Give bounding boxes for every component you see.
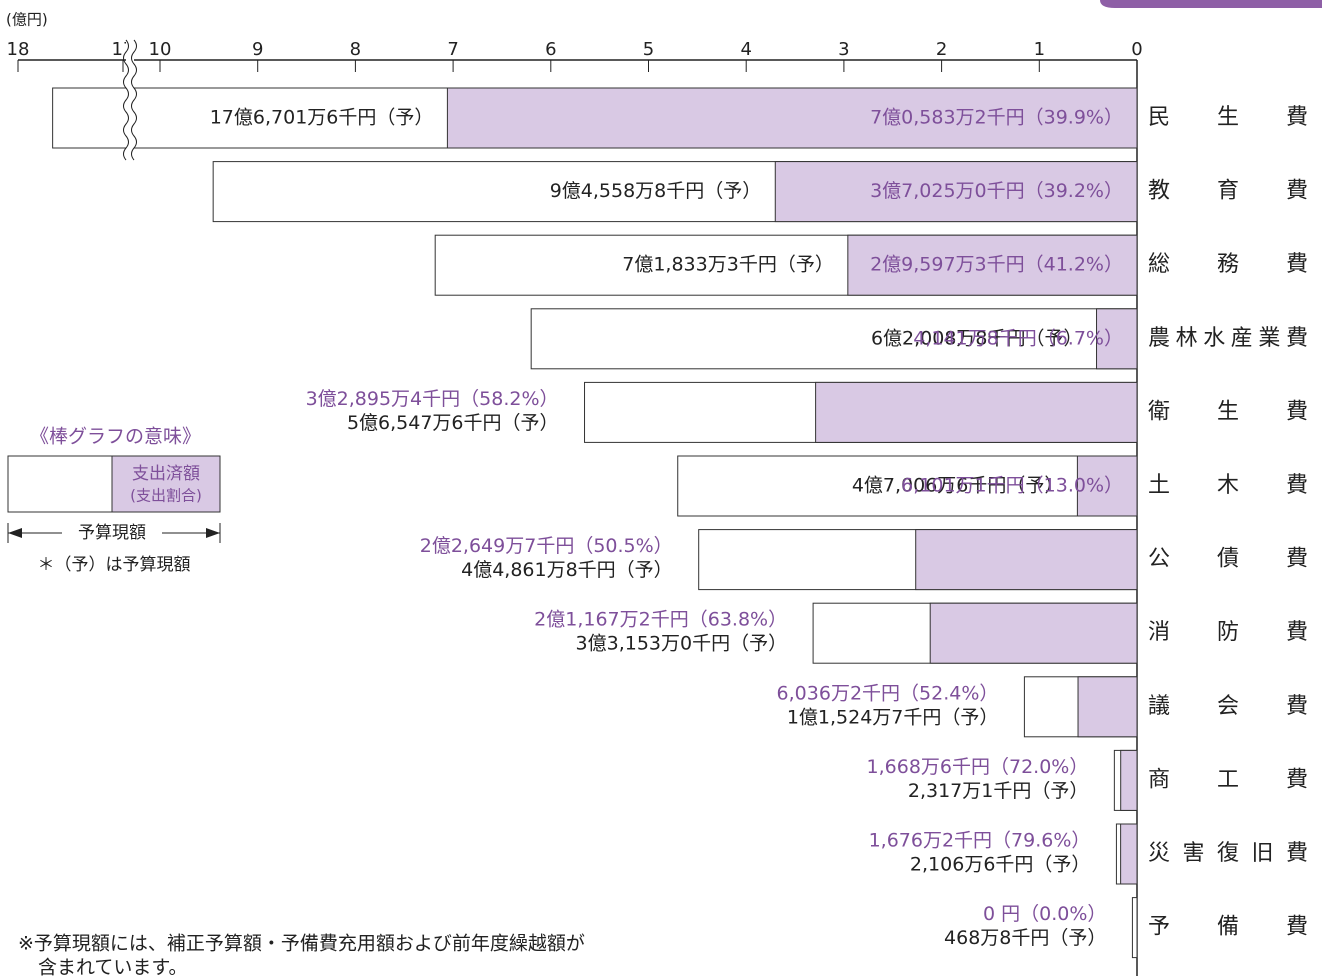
spent-label: 3億7,025万0千円（39.2%） xyxy=(870,180,1123,202)
note: 含まれています。 xyxy=(38,957,188,977)
spent-label: 7億0,583万2千円（39.9%） xyxy=(870,107,1123,129)
legend-budget-box xyxy=(8,456,112,512)
spent-label: 6,036万2千円（52.4%） xyxy=(777,682,999,704)
spent-bar xyxy=(1121,824,1137,884)
category-label: 衛生費 xyxy=(1148,399,1308,424)
budget-label: 5億6,547万6千円（予） xyxy=(347,412,559,434)
budget-label: 1億1,524万7千円（予） xyxy=(787,706,999,728)
x-tick-label: 18 xyxy=(7,39,30,60)
legend-footnote: ＊（予）は予算現額 xyxy=(38,555,191,575)
spent-bar xyxy=(1121,750,1137,810)
budget-label: 4億4,861万8千円（予） xyxy=(461,559,673,581)
budget-label: 2,317万1千円（予） xyxy=(908,780,1088,802)
spent-label: 6,101万1千円（13.0%） xyxy=(901,475,1123,497)
x-tick-label: 10 xyxy=(149,39,172,60)
legend-ratio: (支出割合) xyxy=(130,487,202,505)
x-tick-label: 5 xyxy=(643,39,654,60)
x-tick-label: 6 xyxy=(545,39,556,60)
break-gap xyxy=(126,40,134,160)
spent-label: 2億9,597万3千円（41.2%） xyxy=(870,254,1123,276)
spent-bar xyxy=(1078,677,1137,737)
x-tick-label: 2 xyxy=(936,39,947,60)
category-label: 農林水産業費 xyxy=(1148,326,1308,351)
x-tick-label: 7 xyxy=(447,39,458,60)
category-label: 議会費 xyxy=(1148,694,1308,719)
note: ※予算現額には、補正予算額・予備費充用額および前年度繰越額が xyxy=(18,933,585,955)
budget-label: 9億4,558万8千円（予） xyxy=(550,180,762,202)
category-label: 商工費 xyxy=(1148,767,1308,792)
category-label: 予備費 xyxy=(1148,915,1308,940)
spent-label: 0 円（0.0%） xyxy=(983,903,1106,925)
legend-title: 《棒グラフの意味》 xyxy=(30,426,201,448)
spent-bar xyxy=(916,530,1137,590)
budget-label: 2,106万6千円（予） xyxy=(910,854,1090,876)
x-tick-label: 0 xyxy=(1131,39,1142,60)
budget-label: 17億6,701万6千円（予） xyxy=(210,107,434,129)
x-tick-label: 1 xyxy=(1034,39,1045,60)
category-label: 民生費 xyxy=(1148,105,1308,130)
legend-spent: 支出済額 xyxy=(132,464,200,484)
spent-bar xyxy=(816,382,1137,442)
category-label: 総務費 xyxy=(1148,252,1308,277)
spent-label: 2億2,649万7千円（50.5%） xyxy=(420,535,673,557)
x-tick-label: 9 xyxy=(252,39,263,60)
corner-tab xyxy=(1100,0,1322,8)
category-label: 災害復旧費 xyxy=(1148,841,1308,866)
budget-label: 7億1,833万3千円（予） xyxy=(622,254,834,276)
legend-budget: 予算現額 xyxy=(78,523,146,543)
spent-label: 2億1,167万2千円（63.8%） xyxy=(534,609,787,631)
budget-label: 468万8千円（予） xyxy=(944,927,1106,949)
category-label: 公債費 xyxy=(1148,547,1308,572)
category-label: 教育費 xyxy=(1148,179,1308,204)
budget-label: 3億3,153万0千円（予） xyxy=(576,633,788,655)
page: (億円) 《棒グラフの意味》 支出済額 (支出割合) 予算現額 ＊（予）は予算現… xyxy=(0,0,1322,980)
spent-label: 4,141万8千円（6.7%） xyxy=(913,327,1123,349)
x-tick-label: 3 xyxy=(838,39,849,60)
axis-unit: (億円) xyxy=(6,11,48,29)
x-tick-label: 8 xyxy=(350,39,361,60)
spent-bar xyxy=(930,603,1137,663)
chart: (億円) 《棒グラフの意味》 支出済額 (支出割合) 予算現額 ＊（予）は予算現… xyxy=(0,0,1322,976)
category-label: 土木費 xyxy=(1148,473,1308,498)
x-tick-label: 4 xyxy=(740,39,751,60)
spent-label: 1,668万6千円（72.0%） xyxy=(867,756,1089,778)
spent-label: 3億2,895万4千円（58.2%） xyxy=(306,388,559,410)
category-label: 消防費 xyxy=(1148,620,1308,645)
spent-label: 1,676万2千円（79.6%） xyxy=(869,830,1091,852)
budget-bar xyxy=(1132,898,1137,958)
